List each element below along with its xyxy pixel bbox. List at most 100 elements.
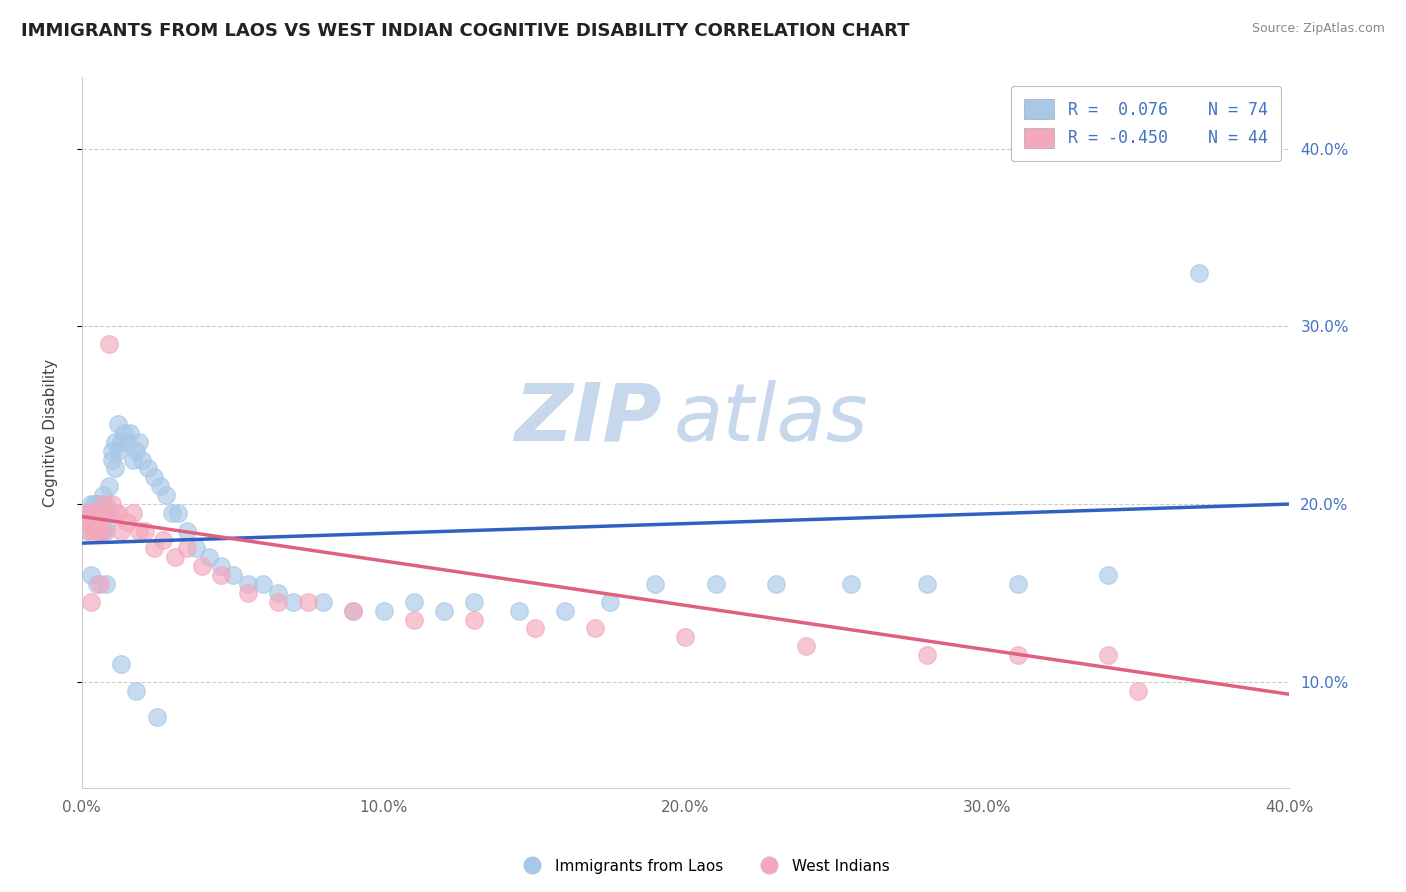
Point <box>104 434 127 449</box>
Point <box>197 550 219 565</box>
Y-axis label: Cognitive Disability: Cognitive Disability <box>44 359 58 507</box>
Point <box>149 479 172 493</box>
Point <box>89 524 111 538</box>
Point <box>1128 683 1150 698</box>
Point <box>97 506 120 520</box>
Point <box>209 568 232 582</box>
Point <box>165 550 187 565</box>
Point <box>267 595 290 609</box>
Point <box>115 434 138 449</box>
Point <box>1097 568 1119 582</box>
Point <box>167 506 190 520</box>
Point <box>136 461 159 475</box>
Point <box>86 577 108 591</box>
Point <box>463 595 485 609</box>
Text: ZIP: ZIP <box>515 380 661 458</box>
Point <box>128 434 150 449</box>
Point <box>146 710 169 724</box>
Point <box>89 497 111 511</box>
Point <box>236 586 259 600</box>
Point <box>143 470 166 484</box>
Point <box>252 577 274 591</box>
Point <box>644 577 666 591</box>
Point <box>107 417 129 431</box>
Point <box>583 622 606 636</box>
Point <box>94 497 117 511</box>
Point <box>86 524 108 538</box>
Point <box>373 604 395 618</box>
Point <box>125 683 148 698</box>
Point <box>122 506 145 520</box>
Point <box>191 559 214 574</box>
Point <box>110 657 132 671</box>
Point <box>915 577 938 591</box>
Point <box>312 595 335 609</box>
Point <box>97 479 120 493</box>
Point <box>915 648 938 662</box>
Point <box>209 559 232 574</box>
Point <box>86 524 108 538</box>
Point <box>152 533 174 547</box>
Point <box>115 515 138 529</box>
Point <box>118 425 141 440</box>
Point <box>91 524 114 538</box>
Point <box>80 506 103 520</box>
Point <box>107 443 129 458</box>
Point <box>463 613 485 627</box>
Point <box>73 515 96 529</box>
Point <box>101 443 124 458</box>
Point <box>89 506 111 520</box>
Point <box>94 524 117 538</box>
Point <box>1007 648 1029 662</box>
Point <box>523 622 546 636</box>
Point <box>143 541 166 556</box>
Point <box>342 604 364 618</box>
Point <box>101 452 124 467</box>
Point <box>297 595 319 609</box>
Point <box>73 506 96 520</box>
Point <box>101 497 124 511</box>
Point <box>1097 648 1119 662</box>
Point <box>704 577 727 591</box>
Point <box>104 461 127 475</box>
Point <box>122 452 145 467</box>
Point <box>554 604 576 618</box>
Point <box>94 577 117 591</box>
Point <box>176 541 198 556</box>
Point <box>91 488 114 502</box>
Point <box>83 506 105 520</box>
Point <box>1007 577 1029 591</box>
Point <box>221 568 243 582</box>
Point <box>89 524 111 538</box>
Point <box>402 613 425 627</box>
Point <box>433 604 456 618</box>
Point <box>675 631 697 645</box>
Text: IMMIGRANTS FROM LAOS VS WEST INDIAN COGNITIVE DISABILITY CORRELATION CHART: IMMIGRANTS FROM LAOS VS WEST INDIAN COGN… <box>21 22 910 40</box>
Legend: R =  0.076    N = 74, R = -0.450    N = 44: R = 0.076 N = 74, R = -0.450 N = 44 <box>1011 86 1281 161</box>
Point <box>1188 266 1211 280</box>
Point <box>125 443 148 458</box>
Point <box>80 595 103 609</box>
Point <box>91 524 114 538</box>
Point <box>508 604 530 618</box>
Point <box>402 595 425 609</box>
Point <box>128 524 150 538</box>
Point <box>162 506 184 520</box>
Point <box>80 515 103 529</box>
Point <box>83 524 105 538</box>
Point <box>89 506 111 520</box>
Point <box>236 577 259 591</box>
Point <box>134 524 156 538</box>
Point <box>841 577 863 591</box>
Point <box>80 497 103 511</box>
Point <box>131 452 153 467</box>
Point <box>76 506 98 520</box>
Legend: Immigrants from Laos, West Indians: Immigrants from Laos, West Indians <box>510 853 896 880</box>
Point <box>91 497 114 511</box>
Point <box>110 434 132 449</box>
Point <box>599 595 621 609</box>
Point <box>91 506 114 520</box>
Point <box>86 515 108 529</box>
Point <box>83 506 105 520</box>
Point <box>110 524 132 538</box>
